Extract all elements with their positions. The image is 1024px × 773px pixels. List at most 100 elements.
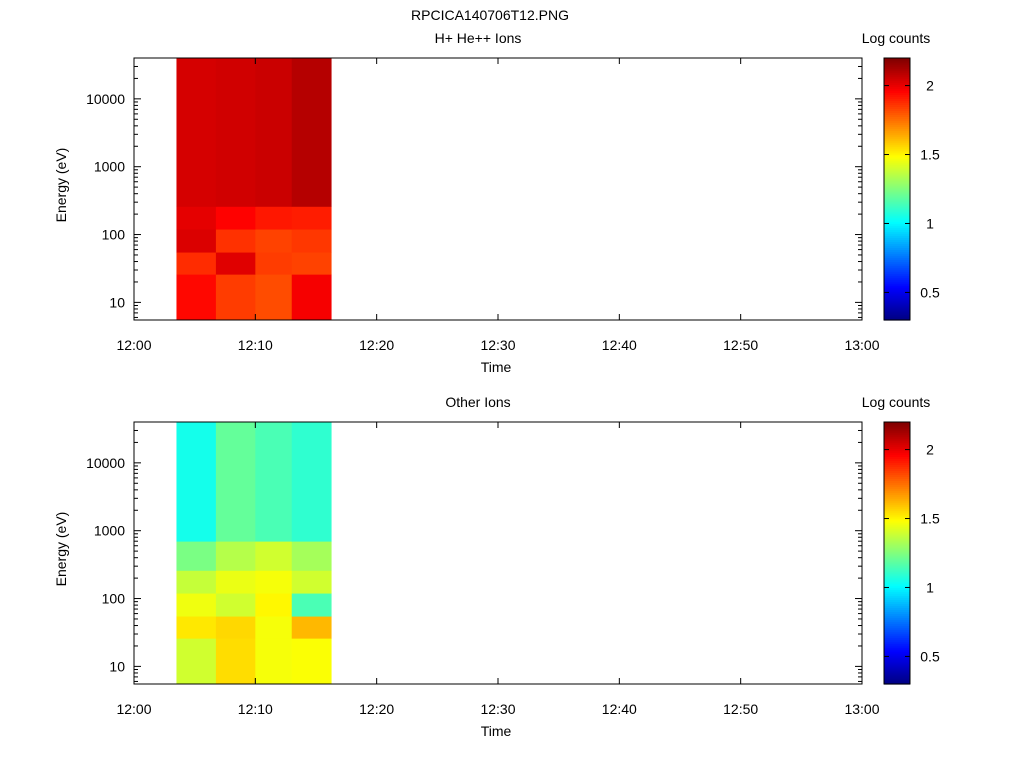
colorbar-segment [884,231,910,234]
colorbar-segment [884,476,910,480]
colorbar-tick-label: 1.5 [920,147,940,163]
colorbar-segment [884,643,910,647]
colorbar-segment [884,496,910,500]
colorbar-segment [884,458,910,461]
colorbar-segment [884,205,910,208]
colorbar-segment [884,74,910,77]
colorbar-segment [884,265,910,269]
y-tick-label: 10000 [86,455,125,471]
colorbar-segment [884,567,910,570]
colorbar-segment [884,174,910,178]
colorbar-segment [884,679,910,683]
heatmap-cell [255,422,293,542]
heatmap-cell [291,616,332,639]
colorbar-segment [884,663,910,667]
figure-title: RPCICA140706T12.PNG [411,7,569,23]
colorbar-segment [884,199,910,202]
colorbar-segment [884,219,910,222]
colorbar-segment [884,623,910,627]
colorbar-segment [884,613,910,617]
colorbar-segment [884,631,910,635]
colorbar-segment [884,542,910,546]
y-tick-label: 10000 [86,91,125,107]
colorbar-segment [884,233,910,236]
colorbar-segment [884,297,910,301]
x-tick-label: 12:20 [359,337,394,353]
heatmap-cell [215,570,256,594]
colorbar-segment [884,144,910,148]
heatmap-cell [176,58,217,207]
colorbar-segment [884,124,910,128]
colorbar-segment [884,178,910,182]
colorbar-segment [884,635,910,639]
colorbar-segment [884,577,910,580]
colorbar-segment [884,603,910,606]
colorbar-segment [884,601,910,604]
heatmap-cell [176,570,217,594]
colorbar-segment [884,633,910,637]
colorbar-segment [884,677,910,681]
colorbar-segment [884,279,910,283]
heatmap-cell [176,422,217,542]
heatmap-cell [176,616,217,639]
colorbar-segment [884,669,910,673]
heatmap-cell [255,570,293,594]
colorbar-segment [884,215,910,218]
colorbar-segment [884,142,910,146]
colorbar-segment [884,454,910,457]
colorbar-segment [884,647,910,651]
colorbar-segment [884,536,910,540]
heatmap-cell [255,638,293,684]
colorbar-segment [884,589,910,592]
colorbar-segment [884,619,910,623]
panel-title: Other Ions [445,394,510,410]
colorbar-segment [884,492,910,496]
heatmap-cell [176,229,217,253]
colorbar-segment [884,498,910,502]
heatmap-cell [255,229,293,253]
colorbar-segment [884,579,910,582]
heatmap-cell [255,206,293,230]
colorbar-segment [884,621,910,625]
heatmap-cell [291,541,332,571]
colorbar-segment [884,599,910,602]
colorbar-segment [884,261,910,265]
colorbar-segment [884,275,910,279]
colorbar-segment [884,311,910,315]
colorbar-segment [884,80,910,83]
heatmap-cell [255,274,293,320]
colorbar-segment [884,106,910,109]
x-tick-label: 12:10 [238,337,273,353]
heatmap-cell [291,58,332,207]
colorbar-segment [884,207,910,210]
colorbar-segment [884,249,910,253]
colorbar-segment [884,532,910,536]
colorbar-segment [884,140,910,144]
x-tick-label: 12:00 [116,337,151,353]
colorbar-segment [884,665,910,669]
colorbar-segment [884,94,910,97]
colorbar-tick-label: 0.5 [920,648,940,664]
colorbar-segment [884,223,910,226]
colorbar-segment [884,424,910,427]
colorbar-segment [884,480,910,484]
colorbar-segment [884,675,910,679]
colorbar-segment [884,289,910,293]
colorbar-segment [884,229,910,232]
colorbar-segment [884,504,910,508]
colorbar-segment [884,593,910,596]
colorbar-segment [884,138,910,142]
colorbar-segment [884,152,910,156]
colorbar-segment [884,146,910,150]
colorbar-segment [884,277,910,281]
colorbar-segment [884,661,910,665]
colorbar-segment [884,436,910,439]
colorbar-segment [884,257,910,261]
colorbar-frame [883,421,911,685]
colorbar-segment [884,150,910,154]
colorbar-segment [884,585,910,588]
heatmap-cell [255,58,293,207]
heatmap-cell [291,206,332,230]
colorbar-segment [884,426,910,429]
